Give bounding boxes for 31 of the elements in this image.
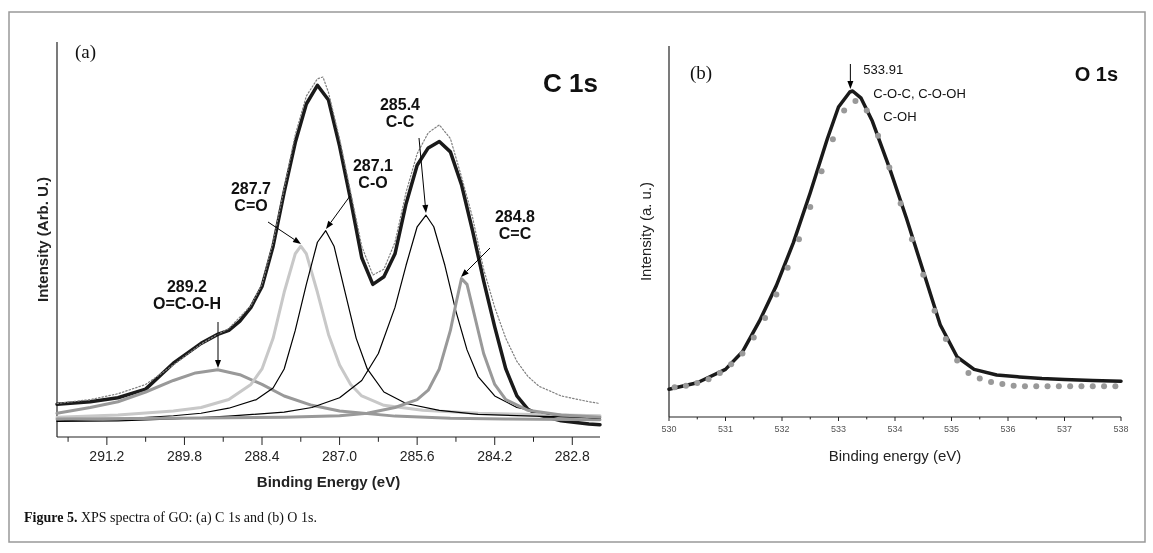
annotation: C 1s (543, 68, 598, 98)
x-axis-title: Binding energy (eV) (828, 447, 962, 464)
annotation: 533.91 C-O-C, C-O-OH C-OH (863, 62, 966, 124)
annotation: 289.2 O=C-O-H (153, 278, 221, 312)
x-tick-label: 535 (943, 424, 960, 434)
x-tick-label: 537 (1056, 424, 1073, 434)
annotation: 287.7 C=O (230, 180, 272, 214)
x-axis-title: Binding Energy (eV) (256, 473, 401, 490)
y-axis-title: Intensity (Arb. U.) (34, 176, 51, 303)
x-tick-label: 536 (1000, 424, 1016, 434)
x-tick-label: 534 (887, 424, 903, 434)
x-tick-label: 289.8 (166, 448, 203, 464)
x-tick-label: 533 (830, 424, 847, 434)
annotation: 284.8 C=C (494, 208, 536, 242)
x-tick-label: 288.4 (244, 448, 280, 464)
x-tick-label: 284.2 (477, 448, 513, 464)
annotation: 287.1 C-O (352, 157, 394, 191)
x-tick-label: 530 (661, 424, 677, 434)
annotation: 285.4 C-C (379, 96, 421, 130)
x-tick-label: 532 (774, 424, 790, 434)
caption: Figure 5. XPS spectra of GO: (a) C 1s and (b) O 1s. (24, 510, 317, 526)
x-tick-label: 287.0 (322, 448, 358, 464)
x-tick-label: 282.8 (554, 448, 591, 464)
x-tick-label: 531 (717, 424, 734, 434)
y-axis-title: Intensity (a. u.) (637, 181, 654, 282)
text: O 1s (1074, 63, 1118, 85)
x-tick-label: 538 (1113, 424, 1129, 434)
x-tick-label: 285.6 (399, 448, 435, 464)
text: (a) (75, 41, 97, 63)
text: (b) (690, 62, 713, 84)
x-tick-label: 291.2 (89, 448, 125, 464)
